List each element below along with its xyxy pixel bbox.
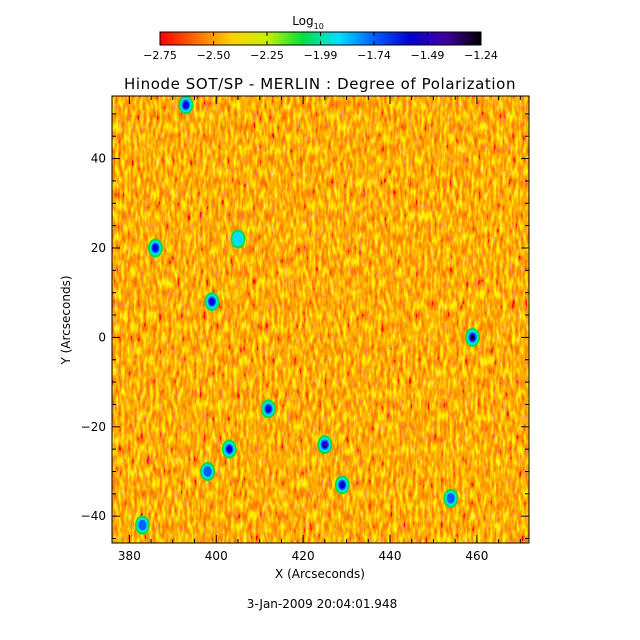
timestamp: 3-Jan-2009 20:04:01.948 — [247, 597, 397, 611]
y-tick-label: −40 — [81, 509, 106, 523]
y-axis-label: Y (Arcseconds) — [59, 275, 73, 365]
x-tick-label: 380 — [118, 549, 141, 563]
heatmap-noise-field — [112, 96, 529, 543]
x-axis-label: X (Arcseconds) — [275, 567, 365, 581]
axes: 380 400 420 440 460 −40 −20 0 20 40 — [81, 96, 529, 563]
polarization-feature — [339, 481, 346, 489]
heatmap-features — [135, 96, 480, 535]
polarization-feature — [470, 335, 475, 340]
colorbar-label-base: Log — [292, 14, 313, 28]
x-tick-label: 400 — [205, 549, 228, 563]
colorbar-label-subscript: 10 — [314, 22, 324, 31]
y-tick-label: 0 — [98, 330, 106, 344]
polarization-feature — [203, 466, 212, 477]
polarization-feature — [209, 297, 215, 306]
y-tick-label: −20 — [81, 420, 106, 434]
colorbar-tick-label: −1.74 — [357, 49, 391, 62]
colorbar: Log10 −2.75 −2.50 −2.25 −1.99 −1.74 −1.49 −1.2… — [143, 14, 498, 62]
x-tick-label: 460 — [465, 549, 488, 563]
x-tick-label: 440 — [379, 549, 402, 563]
polarization-feature — [232, 231, 244, 247]
colorbar-ticks: −2.75 −2.50 −2.25 −1.99 −1.74 −1.49 −1.24 — [143, 32, 498, 62]
polarization-feature — [446, 492, 455, 504]
colorbar-tick-label: −1.24 — [464, 49, 498, 62]
colorbar-tick-label: −1.49 — [411, 49, 445, 62]
polarization-feature — [152, 244, 159, 252]
colorbar-label: Log10 — [292, 14, 324, 31]
polarization-feature — [265, 405, 272, 413]
polarization-feature — [183, 101, 189, 109]
colorbar-tick-label: −2.75 — [143, 49, 177, 62]
colorbar-tick-label: −2.25 — [250, 49, 284, 62]
x-tick-label: 420 — [292, 549, 315, 563]
plot-frame — [111, 95, 530, 544]
polarization-feature — [226, 445, 233, 453]
y-tick-label: 20 — [91, 241, 106, 255]
chart-title: Hinode SOT/SP - MERLIN : Degree of Polar… — [124, 75, 516, 93]
heatmap-image — [112, 96, 529, 543]
colorbar-tick-label: −2.50 — [197, 49, 231, 62]
colorbar-tick-label: −1.99 — [304, 49, 338, 62]
y-tick-label: 40 — [91, 152, 106, 166]
polarization-feature — [323, 442, 327, 447]
polarization-feature — [138, 519, 147, 531]
